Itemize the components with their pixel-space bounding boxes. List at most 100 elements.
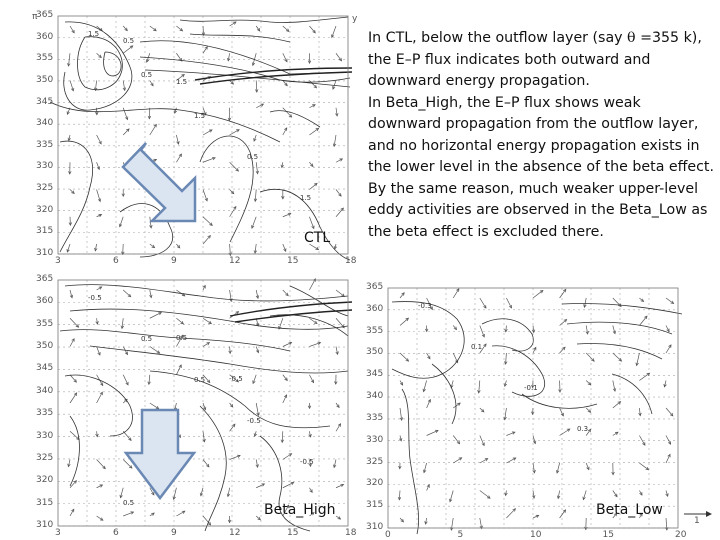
contour-line <box>69 415 80 487</box>
contour-line <box>289 285 349 317</box>
flux-vector <box>253 431 257 437</box>
flux-vector <box>149 123 157 136</box>
flux-vector <box>122 289 132 298</box>
contour-line <box>521 393 598 409</box>
flux-vector <box>583 297 587 309</box>
flux-vector <box>531 407 535 416</box>
flux-vector <box>202 234 211 245</box>
flux-vector <box>69 374 77 383</box>
flux-vector <box>424 517 428 525</box>
flux-vector <box>585 380 592 386</box>
flux-vector <box>309 182 318 190</box>
beta-high-vectors <box>67 278 345 526</box>
flux-vector <box>639 490 643 496</box>
y-tick-label: 335 <box>366 412 384 423</box>
flux-vector <box>252 374 257 385</box>
contour-label: 1.5 <box>300 194 311 202</box>
flux-vector <box>122 459 133 469</box>
contour-line <box>481 318 534 352</box>
y-tick-label: 355 <box>366 325 384 336</box>
flux-vector <box>69 392 78 404</box>
flux-vector <box>399 317 410 326</box>
x-tick-label: 9 <box>171 528 177 538</box>
flux-vector <box>96 286 103 291</box>
flux-vector <box>477 380 481 394</box>
beta-high-panel: -0.5 0.5 0.5 -0.5 -0.5 0.5 0.5 -0.5 365 360 355 35… <box>30 274 362 540</box>
flux-vector <box>309 487 313 493</box>
y-tick-label: 330 <box>366 434 384 445</box>
flux-vector <box>665 344 672 354</box>
beta-high-downward-arrow <box>123 408 197 501</box>
flux-vector <box>582 490 587 501</box>
flux-vector <box>255 515 261 521</box>
flux-vector <box>612 325 616 335</box>
flux-vector <box>335 423 342 432</box>
flux-vector <box>202 515 212 526</box>
flux-vector <box>69 289 74 299</box>
flux-vector <box>335 107 339 117</box>
flux-vector <box>309 80 318 89</box>
flux-vector <box>176 25 184 32</box>
flux-vector <box>202 342 211 347</box>
flux-vector <box>453 457 463 464</box>
x-tick-label: 3 <box>55 528 61 538</box>
flux-vector <box>280 431 285 444</box>
y-tick-label: 310 <box>366 522 384 532</box>
x-tick-label: 0 <box>385 530 391 540</box>
contour-label: 0.5 <box>141 71 152 79</box>
flux-vector <box>202 157 216 163</box>
ctl-panel: 1.5 0.5 1.5 0.5 1.5 0.5 1.5 π 365 360 355 350 345 3… <box>30 10 362 268</box>
flux-vector <box>256 483 266 489</box>
flux-vector <box>122 431 132 442</box>
flux-vector <box>68 216 72 226</box>
ctl-vectors <box>66 21 344 257</box>
flux-vector <box>506 508 516 519</box>
outflow-jet-line <box>229 301 353 317</box>
flux-vector <box>309 216 315 230</box>
ctl-grid <box>58 16 348 255</box>
beta-low-contour-labels: -0.3 0.1 -0.1 0.3 <box>418 302 588 433</box>
contour-line <box>179 16 349 23</box>
flux-vector <box>282 212 292 218</box>
flux-vector <box>202 189 208 202</box>
flux-vector <box>202 459 210 468</box>
flux-vector <box>202 284 206 291</box>
flux-vector <box>665 453 671 464</box>
flux-vector <box>149 243 156 249</box>
contour-line <box>199 405 227 532</box>
flux-vector <box>479 435 485 447</box>
contour-line <box>561 303 683 315</box>
y-tick-label: 325 <box>366 456 384 467</box>
y-tick-label: 340 <box>366 391 384 402</box>
flux-vector <box>309 512 315 517</box>
beta-low-grid <box>388 288 678 529</box>
flux-vector <box>335 483 345 489</box>
contour-label: 1.5 <box>176 78 187 86</box>
flux-vector <box>665 407 674 417</box>
flux-vector <box>479 517 483 530</box>
contour-label: -0.3 <box>418 302 432 310</box>
flux-vector <box>335 346 339 356</box>
flux-vector <box>229 162 239 172</box>
flux-vector <box>280 162 284 169</box>
flux-vector <box>335 207 344 217</box>
flux-vector <box>68 162 72 175</box>
flux-vector <box>69 338 75 347</box>
explanation-ctl: In CTL, below the outflow layer (say θ =… <box>368 28 718 93</box>
flux-vector <box>147 374 151 386</box>
flux-vector <box>531 325 536 334</box>
contour-line <box>611 373 653 415</box>
contour-line <box>149 370 331 429</box>
y-tick-label: 350 <box>366 347 384 358</box>
beta-low-panel-label: Beta_Low <box>596 502 663 518</box>
flux-vector <box>176 334 184 347</box>
y-tick-label: 320 <box>36 204 54 215</box>
flux-vector <box>452 288 460 299</box>
flux-vector <box>96 162 100 171</box>
flux-vector <box>425 325 429 333</box>
theta-symbol: θ <box>627 30 636 46</box>
x-tick-label: 15 <box>602 530 614 540</box>
explanation-beta-low: By the same reason, much weaker upper-le… <box>368 180 708 240</box>
y-tick-label: 365 <box>36 274 54 284</box>
flux-vector <box>122 107 129 121</box>
